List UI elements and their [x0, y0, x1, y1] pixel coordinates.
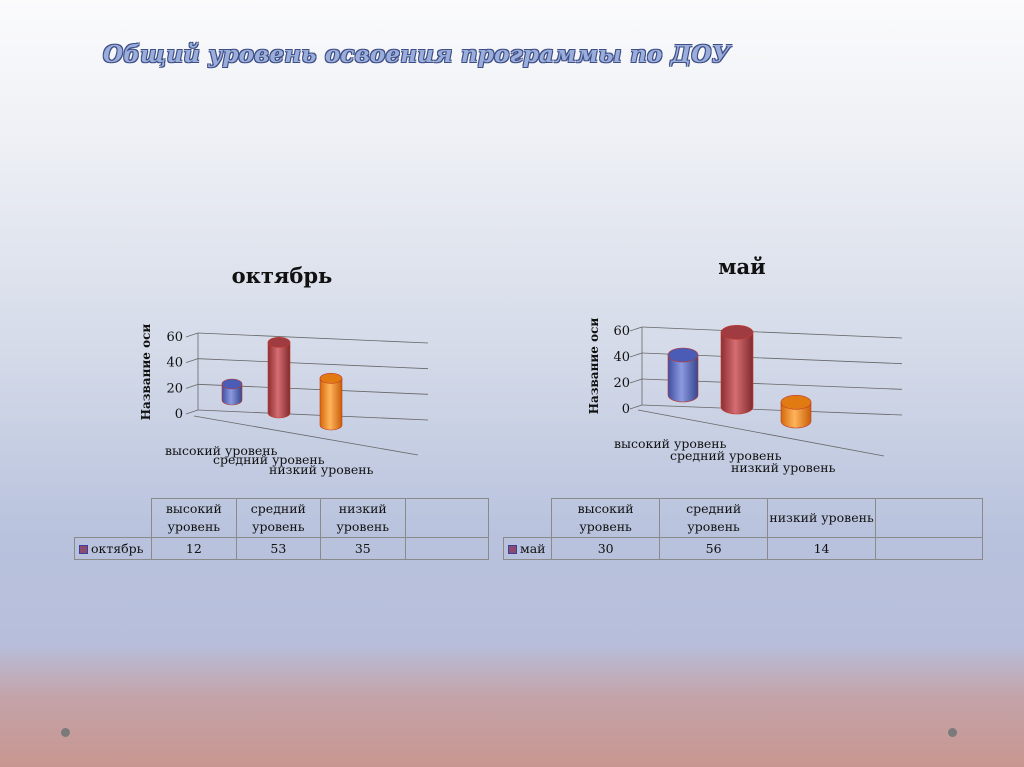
table-cell: 14: [767, 537, 877, 560]
bar: [667, 354, 699, 403]
legend-label: октябрь: [91, 541, 144, 556]
bar-top: [267, 337, 291, 348]
bar-top: [221, 378, 243, 390]
y-tick-label: 60: [613, 324, 630, 339]
table-header: низкий уровень: [767, 498, 877, 538]
x-tick-label: средний уровень: [213, 452, 325, 467]
y-tick-label: 40: [166, 356, 183, 371]
bar: [780, 402, 812, 429]
gridline-side: [629, 326, 643, 332]
gridline: [641, 404, 903, 416]
table-header: средний уровень: [235, 498, 322, 538]
gridline-side: [185, 409, 199, 415]
page-title: Общий уровень освоения программы по ДОУ: [103, 41, 731, 68]
bar-top: [319, 373, 343, 384]
gridline-side: [629, 404, 643, 410]
table-header: высокий уровень: [151, 498, 237, 538]
table-header-empty: [404, 498, 489, 538]
y-tick-label: 40: [613, 350, 630, 365]
bar: [267, 342, 291, 419]
y-axis-title: Название оси: [139, 324, 153, 421]
gridline-side: [629, 378, 643, 384]
floor-line: [193, 415, 419, 456]
table-header: высокий уровень: [551, 498, 661, 538]
x-tick-label: низкий уровень: [269, 462, 374, 477]
bar-top: [720, 325, 754, 340]
bar: [221, 383, 243, 406]
table-row-label: май: [502, 537, 553, 560]
slide-bullet-icon: [948, 728, 957, 737]
table-cell-empty: [404, 537, 489, 560]
chart-1: май 0 20 40 60 Название оси высокий уровеньсре…: [587, 254, 903, 475]
y-axis-title: Название оси: [587, 318, 601, 415]
chart-0: октябрь 0 20 40 60 Название оси высокий уровен…: [139, 263, 429, 477]
table-header-empty: [875, 498, 983, 538]
y-tick-label: 20: [613, 376, 630, 391]
y-tick-label: 20: [166, 381, 183, 396]
gridline: [641, 326, 903, 339]
gridline: [197, 358, 429, 370]
chart-title: октябрь: [232, 263, 333, 288]
floor-line: [637, 409, 885, 457]
x-tick-label: средний уровень: [670, 448, 782, 463]
chart-title: май: [718, 254, 765, 279]
table-corner: [503, 498, 553, 538]
y-tick-label: 0: [175, 407, 183, 422]
table-may: высокий уровень средний уровень низкий у…: [502, 498, 983, 560]
bar: [720, 332, 754, 415]
table-cell: 56: [659, 537, 769, 560]
bar-top: [780, 395, 812, 410]
bar: [319, 378, 343, 431]
table-cell-empty: [875, 537, 983, 560]
table-corner: [74, 498, 153, 538]
y-tick-label: 60: [166, 330, 183, 345]
table-cell: 30: [551, 537, 661, 560]
gridline: [197, 409, 429, 421]
legend-swatch-icon: [508, 545, 517, 554]
gridline-side: [185, 332, 199, 338]
gridline-side: [185, 358, 199, 364]
x-tick-label: высокий уровень: [614, 436, 727, 451]
gridline-side: [629, 352, 643, 358]
x-tick-label: низкий уровень: [731, 460, 836, 475]
bar-top: [667, 347, 699, 363]
gridline-side: [185, 383, 199, 389]
table-october: высокий уровень средний уровень низкий у…: [73, 498, 489, 560]
table-cell: 35: [320, 537, 406, 560]
table-cell: 12: [151, 537, 237, 560]
table-row-label: октябрь: [73, 537, 153, 560]
legend-swatch-icon: [79, 545, 88, 554]
table-header: низкий уровень: [320, 498, 406, 538]
table-cell: 53: [235, 537, 322, 560]
legend-label: май: [520, 541, 546, 556]
table-header: средний уровень: [659, 498, 769, 538]
slide-bullet-icon: [61, 728, 70, 737]
y-tick-label: 0: [622, 402, 630, 417]
gridline: [197, 332, 429, 344]
x-tick-label: высокий уровень: [165, 443, 278, 458]
